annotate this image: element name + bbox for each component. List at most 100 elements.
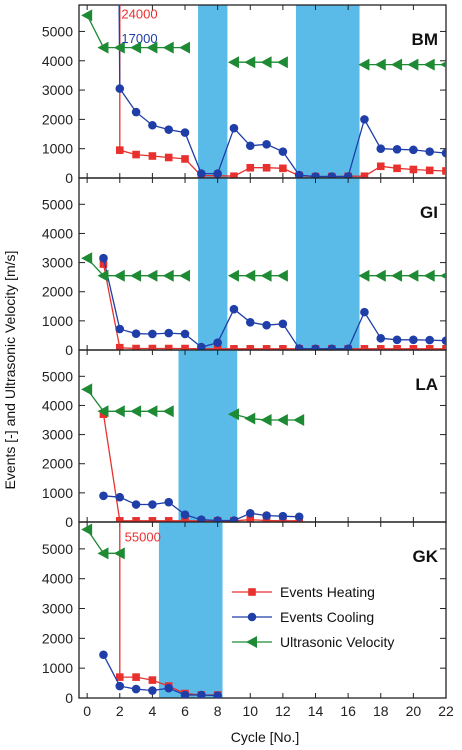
series-group [81,383,305,522]
velocity-point [276,269,288,282]
y-tick-label: 1000 [42,485,73,501]
cooling-point [392,335,402,345]
y-tick-label: 3000 [42,82,73,98]
cooling-point [213,516,222,522]
heating-point [148,676,157,684]
heating-point [246,345,255,350]
heating-point [115,146,124,154]
heating-point [442,167,446,175]
velocity-point [97,405,109,418]
cooling-point [229,304,239,314]
cooling-point [360,115,369,124]
cooling-point [148,686,157,695]
y-tick-label: 5000 [42,23,73,39]
offscale-annotation: 17000 [121,31,157,46]
velocity-point [162,405,174,418]
cooling-point [376,334,386,343]
heating-point [164,153,173,162]
heating-point [246,163,255,172]
cooling-point [278,319,288,329]
heating-point [360,345,369,350]
panel-gi: 0 1000 2000 3000 4000 5000 GI [42,177,447,358]
velocity-point [146,269,158,282]
cooling-point [392,144,402,154]
velocity-point [260,269,272,282]
heating-point [442,345,446,350]
shaded-band [198,5,228,178]
y-tick-label: 1000 [42,313,73,329]
y-tick-label: 0 [65,514,73,530]
velocity-point [227,56,239,69]
heating-point [181,517,189,522]
panel-label: GI [420,203,438,222]
x-tick-label: 18 [373,703,389,719]
velocity-point [374,58,386,71]
cooling-point [229,516,239,522]
offscale-annotation: 55000 [125,529,161,544]
cooling-point [229,123,239,133]
cooling-point [213,338,222,348]
cooling-point [148,329,157,339]
cooling-point [197,169,206,178]
cooling-point [197,342,206,350]
heating-point [115,343,124,350]
cooling-point [115,492,125,502]
heating-point [164,344,173,350]
cooling-point [327,344,337,350]
cooling-point [148,120,157,130]
series-group [81,522,222,698]
cooling-point [180,690,190,698]
cooling-point [131,107,141,117]
panel-bm: 0 1000 2000 3000 4000 5000 BM 24000 17000 [42,4,447,186]
x-tick-label: 20 [406,703,422,719]
velocity-point [440,272,446,279]
cooling-point [409,145,418,155]
cooling-point [131,329,141,338]
heating-point [132,150,140,159]
y-axis-label: Events [-] and Ultrasonic Velocity [m/s] [2,251,18,490]
heating-point [132,517,140,522]
heating-point [246,515,255,522]
heating-point [393,164,401,173]
legend: Events Heating Events Cooling Ultrasonic V… [232,584,394,650]
velocity-point [81,383,93,396]
heating-point [132,344,140,350]
cooling-point [99,650,108,660]
velocity-point [276,414,288,427]
heating-point [409,345,418,350]
heating-point [181,344,189,350]
y-tick-label: 3000 [42,601,73,617]
cooling-point [262,320,271,330]
cooling-point [311,172,320,178]
cooling-point [180,329,190,339]
heating-point [409,165,418,174]
y-tick-label: 2000 [42,456,73,472]
cooling-point [213,169,222,178]
velocity-point [407,58,419,71]
panel-label: BM [412,30,438,49]
panel-frame [78,349,447,523]
cooling-point [311,344,320,350]
heating-point [262,163,271,172]
x-tick-label: 4 [149,703,157,719]
cooling-point [245,318,255,327]
shaded-band [178,350,238,522]
heating-point [164,517,173,522]
heating-point [393,345,401,350]
cooling-point [131,684,141,694]
cooling-point [327,172,337,178]
heating-point [148,152,157,160]
cooling-point [197,515,206,522]
velocity-point [244,269,256,282]
velocity-point [391,269,403,282]
heating-point [230,172,238,178]
velocity-point [162,269,174,282]
cooling-point [245,508,255,518]
y-tick-label: 0 [65,690,73,706]
x-tick-label: 22 [438,703,454,719]
velocity-point [162,41,174,54]
y-tick-label: 0 [65,342,73,358]
cooling-point [425,335,434,345]
